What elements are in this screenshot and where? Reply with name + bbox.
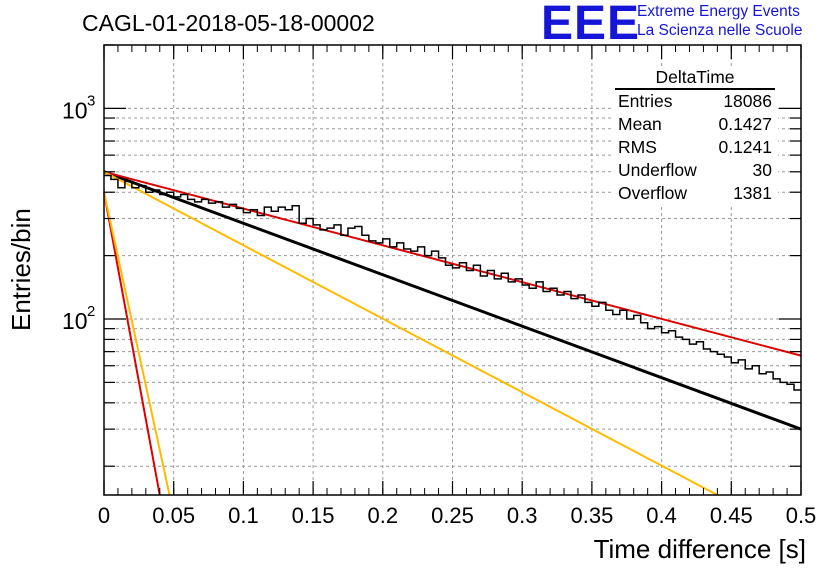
x-tick-label: 0.1 [228,503,259,528]
org-name-line2: La Scienza nelle Scuole [637,22,803,39]
stats-row-entries: Entries 18086 [612,90,778,113]
x-tick-label: 0.4 [646,503,677,528]
y-tick-exponent: 3 [87,92,95,109]
stats-label: Underflow [618,160,697,180]
x-tick-label: 0.5 [786,503,817,528]
stats-value: 18086 [723,91,772,111]
x-tick-label: 0.25 [431,503,474,528]
stats-value: 0.1427 [718,114,772,134]
x-tick-label: 0.45 [710,503,753,528]
stats-label: Mean [618,114,662,134]
stats-row-underflow: Underflow 30 [612,159,778,182]
stats-label: RMS [618,137,657,157]
stats-label: Entries [618,91,673,111]
stats-row-rms: RMS 0.1241 [612,136,778,159]
fit-curve-0 [103,170,802,431]
grid-layer [104,44,801,495]
stats-value: 30 [752,160,772,180]
x-tick-label: 0.2 [368,503,399,528]
tick-layer: 0 0.05 0.1 0.15 0.2 0.25 0.3 0.35 0.4 0.45 0.510 21… [62,44,817,528]
x-tick-label: 0.3 [507,503,538,528]
x-tick-label: 0.35 [570,503,613,528]
org-name-line1: Extreme Energy Events [637,3,800,20]
stats-title: DeltaTime [615,66,775,90]
y-tick-label: 10 [62,308,88,334]
stats-value: 1381 [733,183,772,203]
histogram-layer [104,174,801,391]
y-axis-label: Entries/bin [6,208,36,331]
stats-row-overflow: Overflow 1381 [612,182,778,205]
x-tick-label: 0.05 [152,503,195,528]
y-tick-exponent: 2 [87,303,95,320]
y-axis-label-wrap: Entries/bin [6,181,36,331]
x-axis-label: Time difference [s] [593,534,806,564]
stats-row-mean: Mean 0.1427 [612,113,778,136]
y-tick-label: 10 [62,97,88,123]
stats-value: 0.1241 [718,137,772,157]
histogram-outline [104,174,801,391]
x-tick-label: 0 [98,503,110,528]
x-tick-label: 0.15 [292,503,335,528]
stats-label: Overflow [618,183,688,203]
fit-curve-3 [103,192,161,496]
plot-title: CAGL-01-2018-05-18-00002 [82,10,375,36]
fit-curve-2 [103,170,718,496]
eee-logo: EEE [541,0,641,50]
stats-box: DeltaTime Entries 18086 Mean 0.1427 RMS … [612,66,778,205]
fit-curve-4 [103,191,171,496]
